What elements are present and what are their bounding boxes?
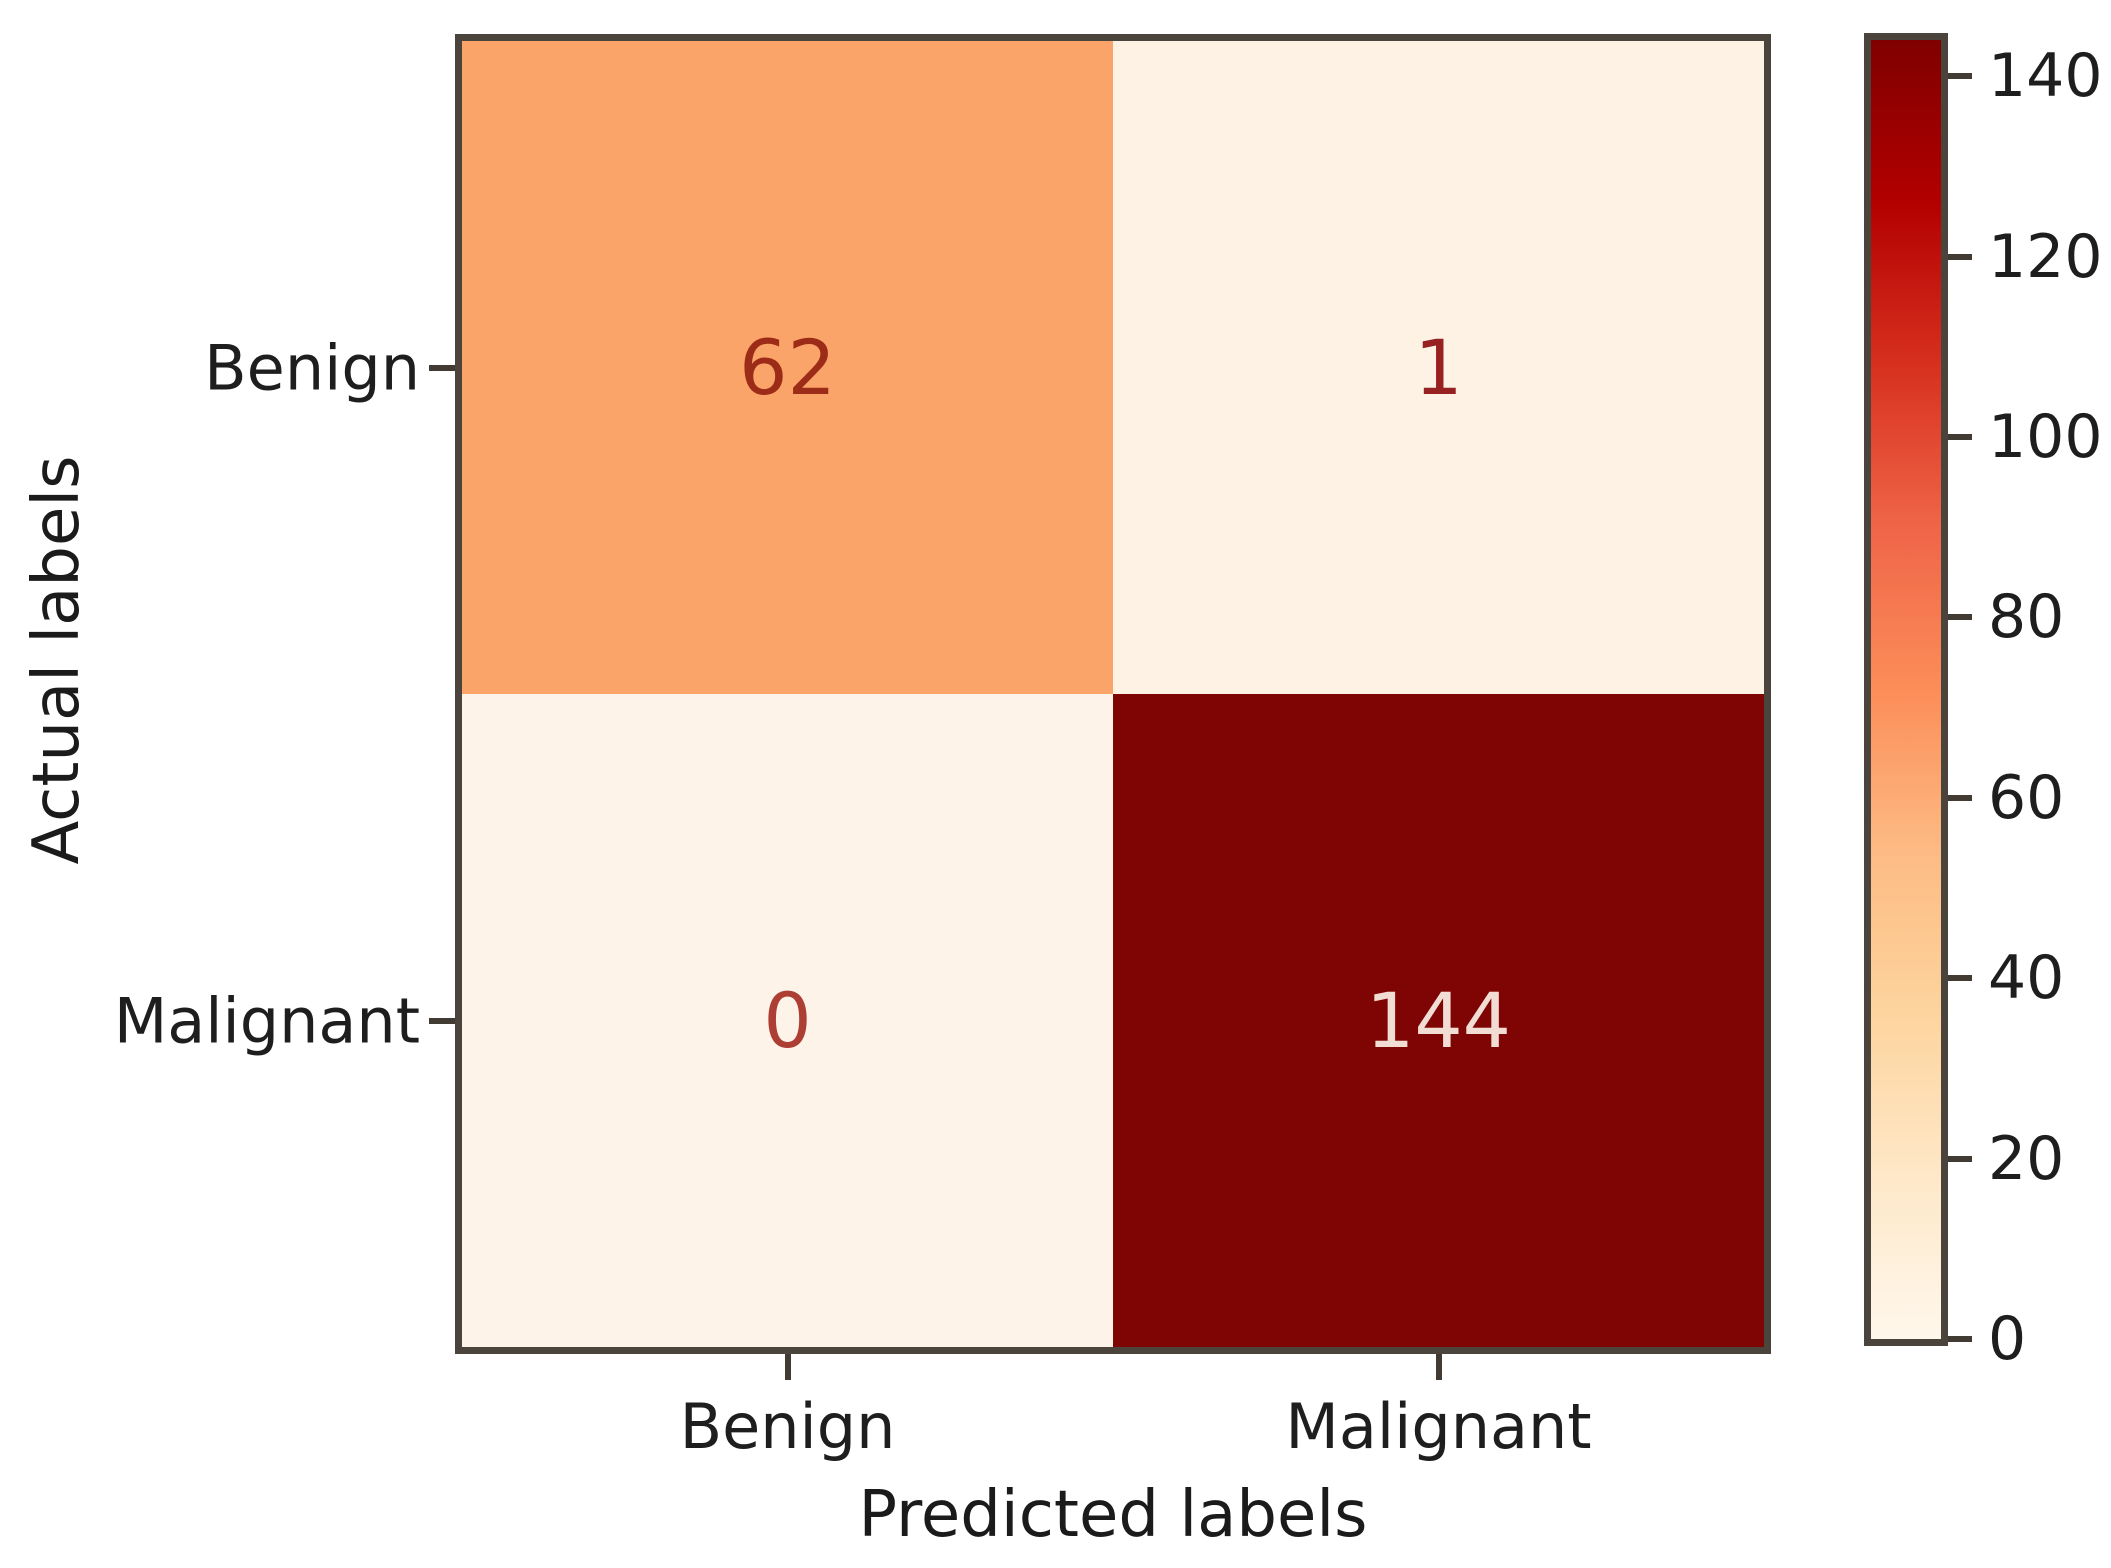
y-tick-label: Malignant — [113, 984, 420, 1057]
colorbar-tick-mark — [1948, 1336, 1972, 1342]
colorbar-tick-mark — [1948, 433, 1972, 440]
heatmap-cell: 0 — [462, 694, 1113, 1347]
colorbar-tick-mark — [1948, 614, 1972, 621]
cell-value: 1 — [1414, 322, 1463, 412]
colorbar-tick-mark — [1948, 794, 1972, 801]
x-tick-mark — [784, 1354, 791, 1380]
x-tick-label: Benign — [679, 1390, 896, 1463]
cell-value: 62 — [739, 322, 836, 412]
colorbar-tick-mark — [1948, 73, 1972, 80]
x-tick-label: Malignant — [1285, 1390, 1592, 1463]
colorbar-tick-label: 20 — [1988, 1123, 2065, 1194]
cell-value: 144 — [1365, 975, 1512, 1065]
colorbar-tick-mark — [1948, 253, 1972, 260]
heatmap-grid: 62 1 0 144 — [455, 34, 1771, 1354]
colorbar-tick-mark — [1948, 1155, 1972, 1162]
y-tick-label: Benign — [204, 331, 420, 404]
colorbar-tick-label: 0 — [1988, 1304, 2027, 1374]
colorbar — [1864, 33, 1948, 1346]
heatmap-cell: 62 — [462, 41, 1113, 694]
colorbar-tick-label: 80 — [1988, 582, 2065, 653]
x-tick-mark — [1435, 1354, 1442, 1380]
cell-value: 0 — [763, 975, 812, 1065]
colorbar-tick-mark — [1948, 975, 1972, 982]
y-tick-mark — [429, 1017, 455, 1024]
colorbar-tick-label: 120 — [1988, 221, 2103, 292]
colorbar-tick-label: 100 — [1988, 401, 2103, 472]
colorbar-tick-label: 60 — [1988, 762, 2065, 833]
x-axis-title: Predicted labels — [858, 1478, 1368, 1552]
colorbar-tick-label: 40 — [1988, 943, 2065, 1014]
heatmap-cell: 144 — [1113, 694, 1764, 1347]
heatmap-cell: 1 — [1113, 41, 1764, 694]
y-tick-mark — [429, 364, 455, 371]
y-axis-title: Actual labels — [20, 455, 94, 865]
colorbar-tick-label: 140 — [1988, 41, 2103, 112]
